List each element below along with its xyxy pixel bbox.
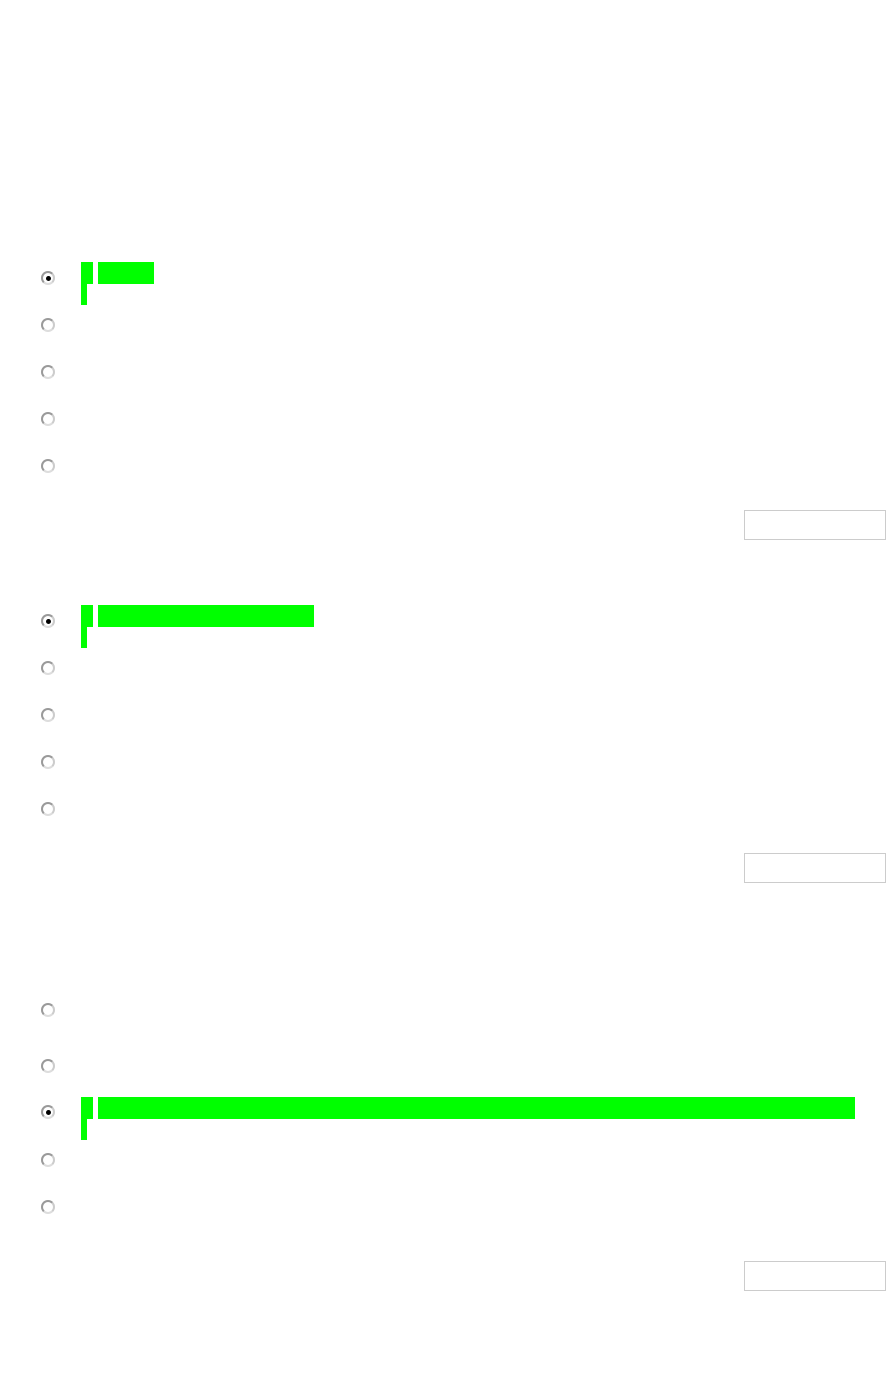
highlight-mark: [81, 262, 93, 284]
radio-option[interactable]: [41, 755, 55, 769]
radio-option[interactable]: [41, 661, 55, 675]
highlight-mark: [81, 1097, 93, 1119]
highlight-mark: [81, 284, 87, 305]
submit-button[interactable]: [744, 1261, 886, 1291]
submit-button[interactable]: [744, 853, 886, 883]
highlight-mark: [81, 1119, 87, 1140]
radio-option[interactable]: [41, 459, 55, 473]
highlight-mark: [81, 605, 93, 627]
highlighted-answer: [98, 605, 314, 627]
radio-option[interactable]: [41, 318, 55, 332]
radio-option[interactable]: [41, 271, 55, 285]
radio-option[interactable]: [41, 412, 55, 426]
radio-option[interactable]: [41, 365, 55, 379]
highlighted-answer: [98, 1097, 855, 1119]
radio-option[interactable]: [41, 708, 55, 722]
radio-option[interactable]: [41, 1003, 55, 1017]
radio-option[interactable]: [41, 802, 55, 816]
submit-button[interactable]: [744, 510, 886, 540]
radio-option[interactable]: [41, 1153, 55, 1167]
radio-option[interactable]: [41, 1200, 55, 1214]
highlighted-answer: [98, 262, 154, 284]
radio-option[interactable]: [41, 1105, 55, 1119]
highlight-mark: [81, 627, 87, 648]
radio-option[interactable]: [41, 614, 55, 628]
radio-option[interactable]: [41, 1059, 55, 1073]
